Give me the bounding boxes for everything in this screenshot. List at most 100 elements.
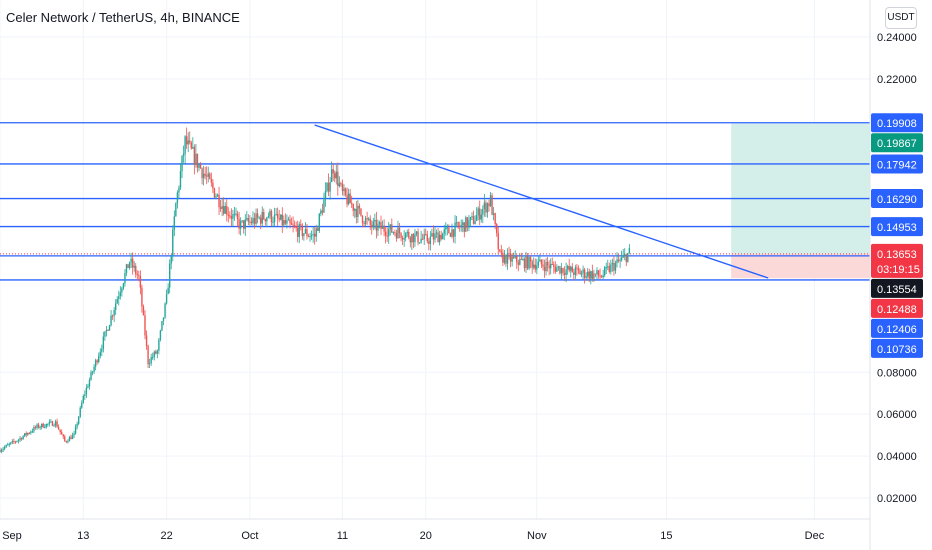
candle-body bbox=[599, 275, 601, 277]
candle-body bbox=[207, 173, 209, 177]
y-tick-label: 0.04000 bbox=[877, 451, 917, 463]
candle-body bbox=[381, 225, 384, 229]
position-zones bbox=[0, 123, 870, 279]
price-tag bbox=[871, 318, 923, 338]
candle-body bbox=[168, 263, 171, 288]
candle-body bbox=[335, 171, 337, 179]
candle-body bbox=[133, 265, 135, 268]
candle-body bbox=[98, 356, 100, 363]
candle-body bbox=[398, 227, 401, 234]
candle-body bbox=[27, 432, 29, 435]
candle-body bbox=[389, 224, 391, 230]
candle-body bbox=[62, 434, 64, 437]
candle-body bbox=[492, 213, 495, 215]
candle-body bbox=[568, 266, 570, 271]
candle-body bbox=[537, 261, 540, 266]
candle-body bbox=[347, 193, 350, 205]
candle-body bbox=[22, 436, 24, 440]
candle-body bbox=[261, 212, 263, 224]
candle-body bbox=[406, 231, 408, 234]
candle-body bbox=[451, 229, 453, 237]
candle-body bbox=[87, 386, 89, 388]
candle-body bbox=[8, 443, 10, 445]
candle-body bbox=[327, 182, 330, 192]
candle-body bbox=[474, 220, 476, 224]
candle-body bbox=[71, 435, 74, 440]
candle-body bbox=[125, 264, 128, 274]
y-tick-label: 0.24000 bbox=[877, 32, 917, 44]
price-tag-label: 0.12406 bbox=[877, 324, 917, 336]
candle-body bbox=[54, 421, 57, 426]
candle-body bbox=[135, 265, 137, 275]
candle-body bbox=[551, 263, 553, 265]
candle-body bbox=[11, 440, 14, 443]
candle-body bbox=[529, 257, 532, 262]
candle-body bbox=[196, 153, 199, 168]
candle-body bbox=[150, 357, 152, 364]
candle-body bbox=[369, 218, 371, 225]
currency-button[interactable]: USDT bbox=[885, 7, 917, 29]
candle-body bbox=[20, 438, 23, 440]
candle-body bbox=[152, 357, 154, 359]
candle-body bbox=[375, 219, 378, 231]
candle-body bbox=[446, 227, 449, 229]
y-tick-label: 0.22000 bbox=[877, 74, 917, 86]
candle-body bbox=[76, 423, 78, 427]
candle-body bbox=[625, 254, 627, 262]
candle-body bbox=[222, 206, 225, 214]
candle-body bbox=[165, 294, 168, 304]
candle-body bbox=[252, 218, 254, 224]
candle-body bbox=[235, 213, 237, 215]
candle-body bbox=[505, 254, 507, 264]
candle-body bbox=[317, 228, 319, 231]
candle-body bbox=[624, 254, 626, 256]
candle-body bbox=[411, 233, 413, 243]
candle-body bbox=[344, 188, 347, 196]
candle-body bbox=[560, 268, 563, 274]
price-tag bbox=[871, 154, 923, 174]
candle-body bbox=[216, 194, 219, 197]
candle-body bbox=[445, 227, 447, 230]
candle-body bbox=[514, 255, 516, 258]
candle-body bbox=[31, 431, 34, 433]
candle-body bbox=[176, 192, 179, 204]
candle-body bbox=[101, 348, 103, 352]
y-tick-label: 0.08000 bbox=[877, 367, 917, 379]
trendline[interactable] bbox=[314, 124, 769, 279]
candle-body bbox=[596, 270, 598, 275]
candle-body bbox=[190, 142, 192, 149]
candle-body bbox=[472, 216, 475, 224]
candle-body bbox=[576, 267, 578, 269]
candle-body bbox=[570, 266, 572, 271]
candle-body bbox=[522, 259, 524, 261]
candle-body bbox=[275, 213, 277, 215]
candle-body bbox=[264, 219, 267, 222]
candle-body bbox=[250, 221, 253, 224]
candle-body bbox=[548, 265, 550, 269]
candle-body bbox=[65, 441, 68, 443]
candle-body bbox=[483, 202, 486, 209]
candle-body bbox=[229, 215, 231, 217]
candle-body bbox=[17, 439, 20, 441]
candle-body bbox=[23, 433, 26, 437]
candle-body bbox=[280, 214, 282, 220]
price-axis: 0.02000 0.04000 0.06000 0.08000 0.22000 0.240… bbox=[877, 32, 917, 505]
candle-body bbox=[79, 407, 81, 417]
candle-body bbox=[352, 204, 354, 211]
candle-body bbox=[349, 193, 351, 204]
candle-body bbox=[33, 427, 35, 432]
candle-body bbox=[371, 224, 373, 228]
candle-body bbox=[593, 273, 595, 279]
candle-body bbox=[533, 264, 535, 268]
candle-body bbox=[614, 263, 617, 271]
candle-body bbox=[506, 253, 509, 264]
candle-body bbox=[360, 208, 362, 216]
candle-body bbox=[28, 432, 31, 434]
candle-body bbox=[611, 262, 614, 265]
candle-body bbox=[286, 220, 288, 224]
candle-body bbox=[159, 330, 162, 340]
candle-body bbox=[466, 217, 469, 228]
candle-body bbox=[56, 421, 58, 428]
candle-body bbox=[178, 187, 180, 193]
